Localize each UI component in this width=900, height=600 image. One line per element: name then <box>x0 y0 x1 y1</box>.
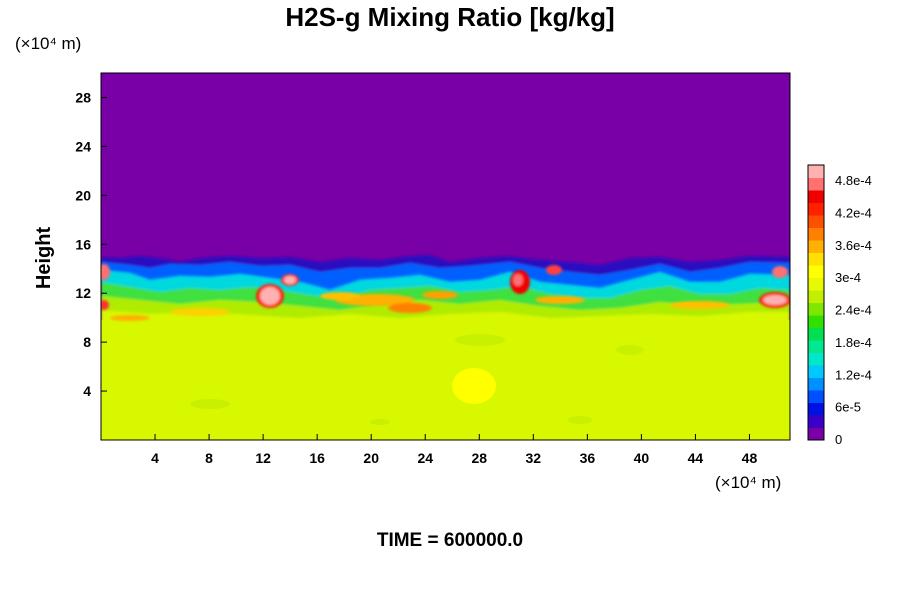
colorbar-swatch <box>808 240 824 253</box>
colorbar-swatch <box>808 215 824 228</box>
y-tick-label: 12 <box>75 285 91 301</box>
x-tick-label: 24 <box>417 450 433 466</box>
chart-title: H2S-g Mixing Ratio [kg/kg] <box>285 2 615 32</box>
colorbar-swatch <box>808 277 824 291</box>
colorbar-swatch <box>808 265 824 278</box>
colorbar-label: 3e-4 <box>835 270 861 285</box>
colorbar-swatch <box>808 190 824 203</box>
heatmap-lower-region <box>101 320 790 440</box>
colorbar-label: 4.2e-4 <box>835 206 872 221</box>
colorbar-swatch <box>808 390 824 403</box>
colorbar-label: 2.4e-4 <box>835 303 872 318</box>
y-tick-label: 16 <box>75 236 91 252</box>
colorbar-swatch <box>808 165 824 178</box>
colorbar-label: 4.8e-4 <box>835 173 872 188</box>
colorbar-swatch <box>808 327 824 341</box>
heatmap-high-values <box>101 264 790 321</box>
x-tick-label: 36 <box>580 450 596 466</box>
y-axis: 4 8 12 16 20 24 28 <box>75 89 107 399</box>
x-tick-label: 4 <box>151 450 159 466</box>
colorbar-swatch <box>808 290 824 303</box>
colorbar-swatch <box>808 302 824 316</box>
y-tick-label: 8 <box>83 334 91 350</box>
time-label: TIME = 600000.0 <box>376 530 524 551</box>
x-tick-label: 16 <box>309 450 325 466</box>
heatmap-field <box>101 73 790 440</box>
colorbar-swatch <box>808 415 824 428</box>
x-tick-label: 40 <box>634 450 650 466</box>
x-tick-label: 32 <box>526 450 542 466</box>
colorbar-swatch <box>808 252 824 266</box>
x-tick-label: 8 <box>205 450 213 466</box>
x-tick-label: 12 <box>255 450 271 466</box>
colorbar-label: 6e-5 <box>835 400 861 415</box>
colorbar-swatch <box>808 315 824 328</box>
colorbar-label: 1.2e-4 <box>835 367 872 382</box>
colorbar-swatch <box>808 352 824 366</box>
colorbar-swatch <box>808 340 824 353</box>
y-tick-label: 4 <box>83 383 91 399</box>
heatmap-lower-features <box>190 334 644 425</box>
x-unit-label: (×10⁴ m) <box>715 473 781 492</box>
colorbar-swatch <box>808 177 824 191</box>
plot-frame <box>100 72 791 441</box>
x-tick-label: 48 <box>742 450 758 466</box>
y-tick-label: 24 <box>75 138 91 154</box>
x-tick-label: 20 <box>363 450 379 466</box>
colorbar-swatch <box>808 377 824 391</box>
colorbar-swatch <box>808 365 824 378</box>
colorbar-label: 3.6e-4 <box>835 238 872 253</box>
colorbar-swatch <box>808 202 824 216</box>
colorbar: 0 6e-5 1.2e-4 1.8e-4 2.4e-4 3e-4 3.6e-4 4.2e-4 4… <box>807 164 872 447</box>
colorbar-swatch <box>808 227 824 241</box>
colorbar-swatch <box>808 427 824 441</box>
x-tick-label: 44 <box>688 450 704 466</box>
y-tick-label: 28 <box>75 89 91 105</box>
colorbar-label: 1.8e-4 <box>835 335 872 350</box>
y-unit-label: (×10⁴ m) <box>15 34 81 53</box>
colorbar-frame <box>807 164 825 441</box>
x-tick-label: 28 <box>471 450 487 466</box>
colorbar-label: 0 <box>835 432 842 447</box>
colorbar-swatch <box>808 402 824 416</box>
y-tick-label: 20 <box>75 187 91 203</box>
x-axis: 4 8 12 16 20 24 28 32 36 40 44 48 <box>151 434 757 466</box>
y-axis-label: Height <box>33 227 55 290</box>
